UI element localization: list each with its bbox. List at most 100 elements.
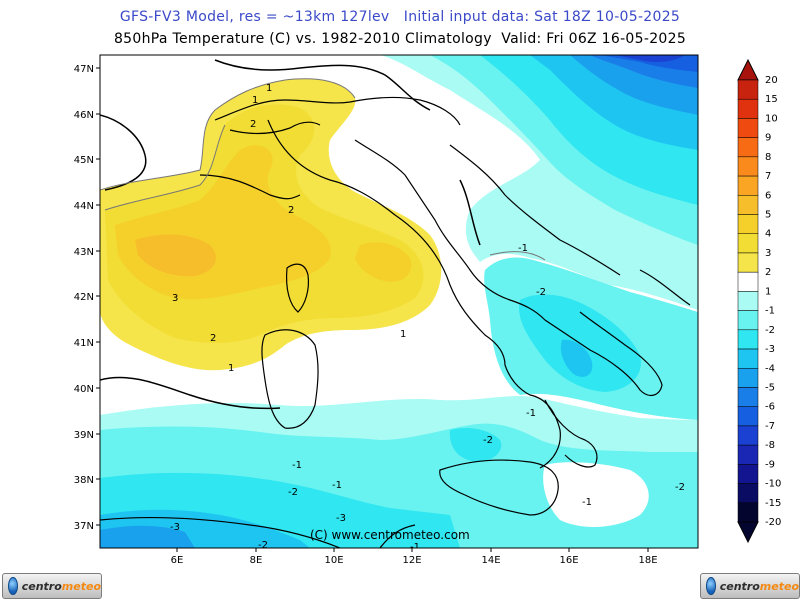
colorbar-swatch: [737, 118, 759, 138]
lat-label: 42N: [74, 292, 94, 303]
contour-label: 1: [266, 83, 272, 94]
colorbar-swatch: [737, 483, 759, 504]
colorbar: 20 15 10 9 8 7 6 5 4 3 2 1 -1 -2 -3 -4 -5 -6 -7 -8 -9 -10 -15 -…: [737, 58, 781, 544]
contour-label: -1: [292, 460, 302, 471]
coastlines: [100, 96, 691, 548]
coastline-sardinia: [261, 329, 319, 429]
contour-label: -2: [536, 287, 546, 298]
anomaly-area-neutral-ionian: [543, 462, 649, 527]
colorbar-swatch: [737, 271, 759, 292]
plot-frame: [99, 54, 699, 549]
contour-label: -1: [582, 497, 592, 508]
colorbar-label: -20: [765, 517, 781, 528]
logo-left: centrometeo: [2, 573, 102, 599]
anomaly-area-cold-sicily-channel: [449, 428, 502, 462]
grey-contour-2: [104, 124, 226, 211]
colorbar-label: 7: [765, 171, 771, 182]
contour-label: -2: [483, 435, 493, 446]
grey-contour-3: [489, 251, 546, 261]
colorbar-swatch: [737, 406, 759, 427]
colorbar-label: -7: [765, 421, 775, 432]
contour-label: -2: [675, 482, 685, 493]
colorbar-label: -5: [765, 382, 775, 393]
grey-contours: [100, 78, 546, 261]
lon-label: 18E: [638, 555, 657, 566]
colorbar-label: -1: [765, 306, 775, 317]
contour-label: -1: [410, 542, 420, 553]
contour-label: -3: [336, 513, 346, 524]
colorbar-swatch: [737, 214, 759, 234]
lat-label: 41N: [74, 338, 94, 349]
globe-icon: [8, 577, 18, 595]
colorbar-label: -15: [765, 498, 781, 509]
colorbar-swatch: [737, 98, 759, 119]
lon-axis: 6E 8E 10E 12E 14E 16E 18E: [171, 548, 658, 566]
coastline-greece: [639, 269, 691, 306]
colorbar-label: 5: [765, 210, 771, 221]
colorbar-swatch: [737, 464, 759, 484]
contour-label: -1: [526, 408, 536, 419]
colorbar-swatch: [737, 79, 759, 100]
colorbar-swatch: [737, 233, 759, 254]
lat-label: 40N: [74, 384, 94, 395]
coastline-croatia: [449, 144, 621, 276]
lon-label: 16E: [559, 555, 578, 566]
colorbar-swatch: [737, 175, 759, 196]
colorbar-label: -3: [765, 344, 775, 355]
zero-contour-east: [459, 179, 481, 246]
contour-labels: 1 1 2 2 3 2 1 1 -1 -1 -2 -1 -2 -1 -2 -1 …: [170, 83, 685, 553]
colorbar-label: -6: [765, 402, 775, 413]
colorbar-swatch: [737, 329, 759, 350]
colorbar-label: 9: [765, 133, 771, 144]
lat-label: 43N: [74, 247, 94, 258]
colorbar-label: 6: [765, 190, 771, 201]
logo-text: centrometeo: [719, 579, 799, 593]
coastline-calabria: [544, 399, 598, 468]
anomaly-area-cold-east-8: [615, 55, 685, 63]
colorbar-swatch: [737, 137, 759, 158]
contour-label: 2: [288, 205, 294, 216]
border-alps: [214, 96, 461, 126]
contour-label: 2: [250, 119, 256, 130]
colorbar-swatch: [737, 368, 759, 388]
lon-label: 8E: [250, 555, 263, 566]
coastline-corsica: [285, 263, 310, 313]
colorbar-swatch: [737, 195, 759, 215]
colorbar-bottom-arrow: [737, 521, 759, 544]
contour-label: -1: [518, 243, 528, 254]
coastline-france: [199, 174, 301, 200]
contour-label: -2: [258, 540, 268, 551]
anomaly-area-cold-apulia-3: [560, 339, 593, 377]
anomaly-area-warm-4: [355, 242, 412, 282]
colorbar-swatch: [737, 425, 759, 446]
lat-label: 44N: [74, 201, 94, 212]
colorbar-label: -10: [765, 479, 781, 490]
border-swiss: [229, 121, 321, 135]
colorbar-label: 4: [765, 229, 771, 240]
colorbar-label: -9: [765, 459, 775, 470]
lat-axis: 47N 46N 45N 44N 43N 42N 41N 40N 39N 38N …: [74, 64, 100, 532]
contour-label: 2: [210, 333, 216, 344]
lat-label: 38N: [74, 475, 94, 486]
colorbar-top-arrow: [737, 58, 759, 81]
lon-label: 14E: [481, 555, 500, 566]
lon-label: 10E: [324, 555, 343, 566]
title-line-1: GFS-FV3 Model, res = ~13km 127lev Initia…: [119, 9, 681, 25]
copyright-text: (C) www.centrometeo.com: [310, 528, 470, 542]
colorbar-swatch: [737, 502, 759, 523]
colorbar-swatch: [737, 310, 759, 331]
colorbar-label: 2: [765, 267, 771, 278]
colorbar-label: -4: [765, 363, 775, 374]
anomaly-area-cold-south-5: [100, 525, 195, 548]
contour-label: -2: [288, 487, 298, 498]
lat-label: 39N: [74, 430, 94, 441]
colorbar-swatch: [737, 291, 759, 311]
colorbar-label: -8: [765, 440, 775, 451]
contour-label: 1: [228, 363, 234, 374]
coastline-italy-east: [354, 139, 663, 397]
grey-contour-1: [100, 78, 356, 191]
colorbar-label: -2: [765, 325, 775, 336]
contour-label: -3: [170, 522, 180, 533]
lat-label: 45N: [74, 155, 94, 166]
colorbar-label: 10: [765, 113, 778, 124]
